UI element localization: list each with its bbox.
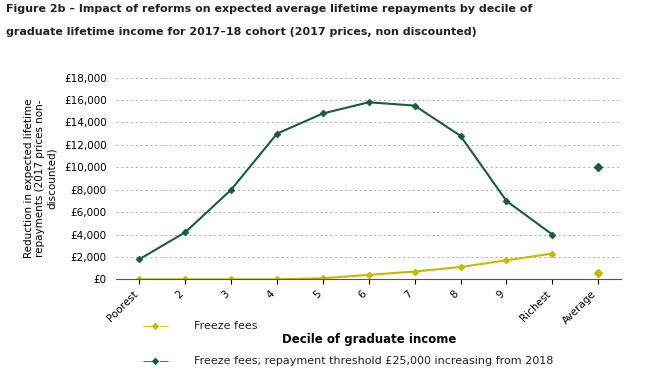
Text: Figure 2b – Impact of reforms on expected average lifetime repayments by decile : Figure 2b – Impact of reforms on expecte…: [6, 4, 533, 14]
Text: graduate lifetime income for 2017–18 cohort (2017 prices, non discounted): graduate lifetime income for 2017–18 coh…: [6, 27, 477, 37]
Y-axis label: Reduction in expected lifetime
repayments (2017 prices non-
discounted): Reduction in expected lifetime repayment…: [24, 99, 57, 258]
Text: Freeze fees: Freeze fees: [194, 321, 258, 331]
Text: Freeze fees; repayment threshold £25,000 increasing from 2018: Freeze fees; repayment threshold £25,000…: [194, 356, 553, 366]
Text: —◆—: —◆—: [142, 356, 170, 366]
Text: —◆—: —◆—: [142, 321, 170, 331]
X-axis label: Decile of graduate income: Decile of graduate income: [281, 333, 456, 346]
